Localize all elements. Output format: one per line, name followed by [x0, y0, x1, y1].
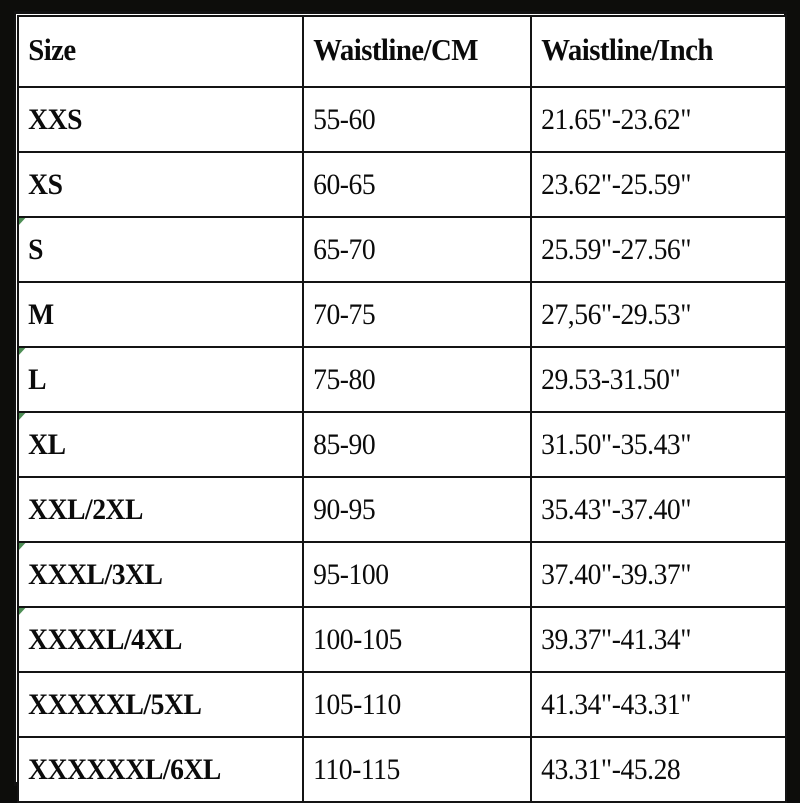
cell-size: XL — [17, 411, 282, 478]
table-row: L 75-80 29.53-31.50" — [17, 346, 786, 413]
cell-waistline-cm: 55-60 — [302, 86, 514, 153]
table-row: XXXL/3XL 95-100 37.40"-39.37" — [17, 541, 786, 608]
cell-waistline-inch: 23.62"-25.59" — [530, 151, 767, 218]
column-header-waistline-inch: Waistline/Inch — [530, 15, 770, 88]
cell-waistline-cm: 75-80 — [302, 346, 514, 413]
cell-waistline-inch: 43.31"-45.28 — [530, 736, 767, 803]
table-row: XS 60-65 23.62"-25.59" — [17, 151, 786, 218]
cell-waistline-cm: 65-70 — [302, 216, 514, 283]
cell-waistline-inch: 21.65"-23.62" — [530, 86, 767, 153]
cell-waistline-inch: 31.50"-35.43" — [530, 411, 767, 478]
cell-waistline-inch: 25.59"-27.56" — [530, 216, 767, 283]
cell-waistline-inch: 35.43"-37.40" — [530, 476, 767, 543]
cell-size: XXXL/3XL — [17, 541, 282, 608]
table-row: XXXXXL/5XL 105-110 41.34"-43.31" — [17, 671, 786, 738]
table-body: XXS 55-60 21.65"-23.62" XS 60-65 23.62"-25.59… — [17, 86, 786, 803]
table-row: XL 85-90 31.50"-35.43" — [17, 411, 786, 478]
size-chart-container: Size Waistline/CM Waistline/Inch XXS 55-6… — [14, 11, 787, 803]
table-row: S 65-70 25.59"-27.56" — [17, 216, 786, 283]
cell-waistline-inch: 41.34"-43.31" — [530, 671, 767, 738]
cell-size: XXXXL/4XL — [17, 606, 282, 673]
cell-size: XXS — [17, 86, 282, 153]
cell-waistline-inch: 37.40"-39.37" — [530, 541, 767, 608]
cell-waistline-cm: 60-65 — [302, 151, 514, 218]
table-row: XXL/2XL 90-95 35.43"-37.40" — [17, 476, 786, 543]
cell-size: S — [17, 216, 282, 283]
cell-size: XXXXXL/5XL — [17, 671, 282, 738]
cell-waistline-inch: 27,56"-29.53" — [530, 281, 767, 348]
column-header-size: Size — [17, 15, 284, 88]
cell-size: M — [17, 281, 282, 348]
size-chart-table: Size Waistline/CM Waistline/Inch XXS 55-6… — [17, 15, 787, 803]
table-row: XXXXL/4XL 100-105 39.37"-41.34" — [17, 606, 786, 673]
compression-artifact-speck — [19, 414, 26, 420]
cell-waistline-inch: 29.53-31.50" — [530, 346, 767, 413]
cell-size: XXL/2XL — [17, 476, 282, 543]
cell-waistline-cm: 95-100 — [302, 541, 514, 608]
cell-size: XS — [17, 151, 282, 218]
cell-waistline-cm: 105-110 — [302, 671, 514, 738]
table-row: M 70-75 27,56"-29.53" — [17, 281, 786, 348]
cell-size: L — [17, 346, 282, 413]
compression-artifact-speck — [19, 609, 26, 615]
cell-waistline-cm: 70-75 — [302, 281, 514, 348]
cell-waistline-cm: 90-95 — [302, 476, 514, 543]
table-row: XXS 55-60 21.65"-23.62" — [17, 86, 786, 153]
compression-artifact-speck — [19, 544, 26, 550]
compression-artifact-speck — [19, 349, 26, 355]
cell-waistline-cm: 85-90 — [302, 411, 514, 478]
cell-waistline-cm: 100-105 — [302, 606, 514, 673]
table-header: Size Waistline/CM Waistline/Inch — [17, 15, 786, 88]
column-header-waistline-cm: Waistline/CM — [302, 15, 516, 88]
table-row: XXXXXXL/6XL 110-115 43.31"-45.28 — [17, 736, 786, 803]
cell-waistline-cm: 110-115 — [302, 736, 514, 803]
cell-size: XXXXXXL/6XL — [17, 736, 282, 803]
table-header-row: Size Waistline/CM Waistline/Inch — [17, 15, 786, 88]
cell-waistline-inch: 39.37"-41.34" — [530, 606, 767, 673]
compression-artifact-speck — [19, 219, 26, 225]
